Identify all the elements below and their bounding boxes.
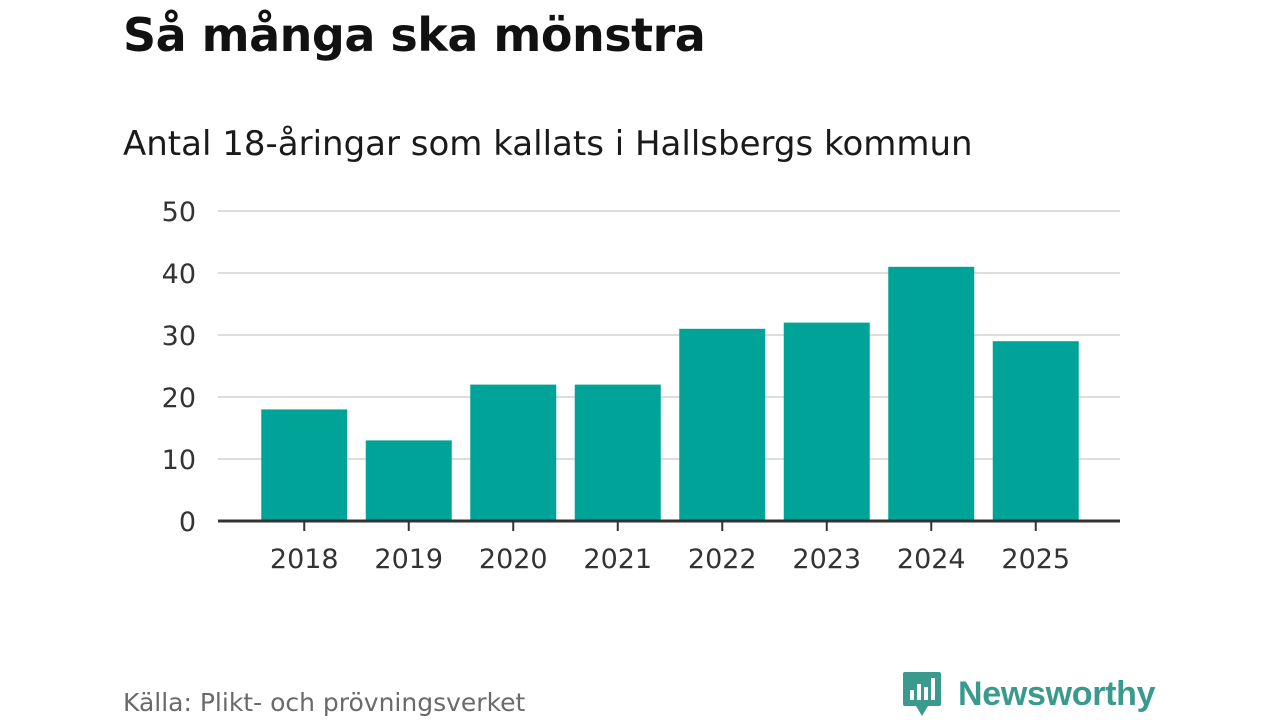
bar: [992, 341, 1079, 521]
source-note: Källa: Plikt- och prövningsverket: [123, 688, 526, 717]
y-tick-label: 50: [162, 197, 196, 228]
y-tick-label: 0: [179, 507, 196, 538]
x-tick-label: 2020: [479, 544, 548, 575]
bar: [365, 440, 452, 521]
y-tick-label: 40: [162, 259, 196, 290]
y-tick-label: 10: [162, 445, 196, 476]
brand-logo: Newsworthy: [902, 670, 1156, 718]
x-tick-label: 2019: [374, 544, 443, 575]
x-tick-label: 2021: [583, 544, 652, 575]
brand-name: Newsworthy: [958, 674, 1156, 713]
x-tick-label: 2024: [897, 544, 966, 575]
y-tick-label: 20: [162, 383, 196, 414]
bar: [574, 384, 661, 521]
bar: [783, 322, 870, 521]
x-tick-label: 2022: [688, 544, 757, 575]
x-tick-label: 2025: [1001, 544, 1070, 575]
chart-subtitle: Antal 18-åringar som kallats i Hallsberg…: [123, 124, 973, 164]
bar: [261, 409, 348, 521]
chart-title: Så många ska mönstra: [123, 8, 706, 62]
bar: [470, 384, 557, 521]
x-tick-label: 2023: [792, 544, 861, 575]
bar: [888, 266, 975, 521]
bar-chart-speech-bubble-icon: [903, 672, 941, 716]
bar: [679, 328, 766, 521]
y-tick-label: 30: [162, 321, 196, 352]
x-tick-label: 2018: [270, 544, 339, 575]
